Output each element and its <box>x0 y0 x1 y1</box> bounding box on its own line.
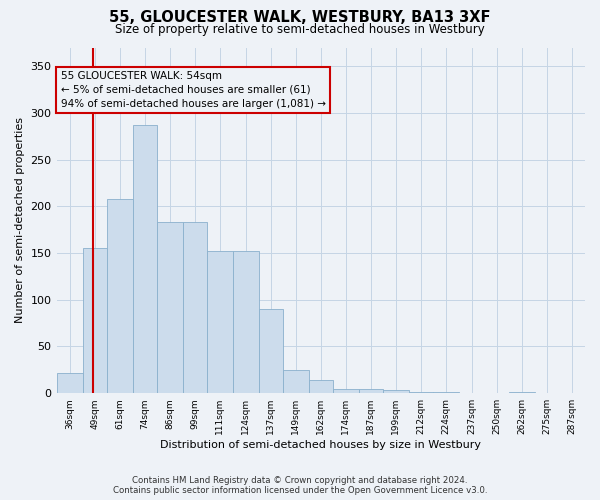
Bar <box>359 388 383 393</box>
Bar <box>409 392 433 393</box>
Bar <box>56 372 83 393</box>
Bar <box>383 390 409 393</box>
Bar <box>259 309 283 393</box>
Text: Size of property relative to semi-detached houses in Westbury: Size of property relative to semi-detach… <box>115 22 485 36</box>
Y-axis label: Number of semi-detached properties: Number of semi-detached properties <box>15 118 25 324</box>
Bar <box>157 222 182 393</box>
Text: 55 GLOUCESTER WALK: 54sqm
← 5% of semi-detached houses are smaller (61)
94% of s: 55 GLOUCESTER WALK: 54sqm ← 5% of semi-d… <box>61 71 326 109</box>
Bar <box>233 251 259 393</box>
X-axis label: Distribution of semi-detached houses by size in Westbury: Distribution of semi-detached houses by … <box>160 440 481 450</box>
Bar <box>182 222 206 393</box>
Bar <box>333 388 359 393</box>
Text: 55, GLOUCESTER WALK, WESTBURY, BA13 3XF: 55, GLOUCESTER WALK, WESTBURY, BA13 3XF <box>109 10 491 25</box>
Bar <box>107 199 133 393</box>
Bar <box>309 380 333 393</box>
Text: Contains HM Land Registry data © Crown copyright and database right 2024.
Contai: Contains HM Land Registry data © Crown c… <box>113 476 487 495</box>
Bar <box>133 125 157 393</box>
Bar <box>283 370 309 393</box>
Bar <box>509 392 535 393</box>
Bar <box>206 251 233 393</box>
Bar <box>83 248 107 393</box>
Bar <box>433 392 459 393</box>
